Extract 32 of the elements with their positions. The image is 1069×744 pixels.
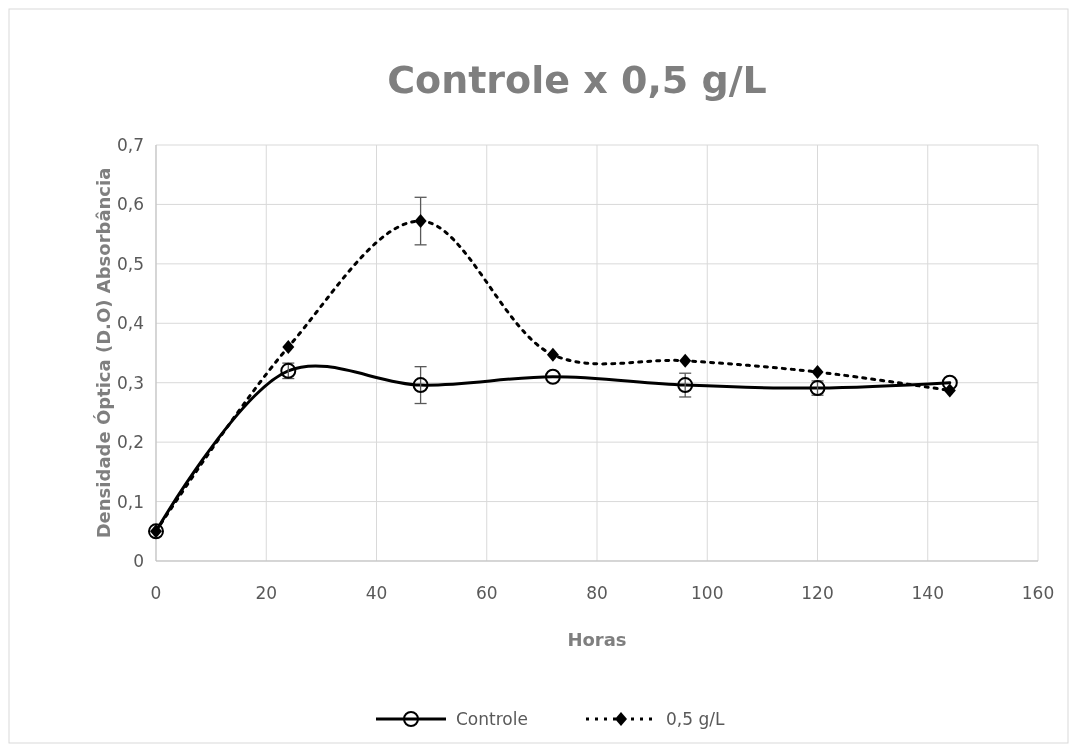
x-tick-label: 0 — [150, 583, 162, 603]
y-tick-label: 0,6 — [116, 194, 144, 215]
x-tick-label: 60 — [475, 583, 498, 603]
y-axis-title: Densidade Óptica (D.O) Absorbância — [93, 167, 114, 539]
point — [679, 353, 692, 368]
x-tick-label: 120 — [801, 583, 834, 603]
legend-label: 0,5 g/L — [666, 708, 725, 729]
point — [282, 340, 295, 355]
y-tick-label: 0,7 — [116, 134, 144, 155]
legend-label: Controle — [456, 708, 528, 729]
chart-title: Controle x 0,5 g/L — [387, 58, 767, 102]
x-tick-label: 40 — [365, 583, 388, 603]
point — [943, 383, 956, 398]
x-tick-label: 100 — [691, 583, 724, 603]
y-tick-label: 0 — [133, 550, 144, 571]
x-tick-label: 20 — [255, 583, 278, 603]
x-tick-label: 160 — [1021, 583, 1055, 603]
y-tick-label: 0,3 — [116, 372, 144, 393]
y-tick-label: 0,2 — [116, 432, 144, 453]
point — [941, 374, 958, 391]
x-tick-label: 140 — [911, 583, 944, 603]
y-tick-label: 0,1 — [116, 491, 144, 512]
x-tick-label: 80 — [586, 583, 608, 603]
point — [412, 377, 429, 394]
y-tick-label: 0,5 — [116, 253, 144, 274]
point — [544, 368, 561, 385]
x-axis-title: Horas — [567, 629, 627, 650]
point — [546, 347, 559, 362]
point — [414, 214, 427, 229]
y-tick-label: 0,4 — [116, 313, 144, 334]
point — [811, 365, 824, 380]
point — [677, 377, 694, 394]
